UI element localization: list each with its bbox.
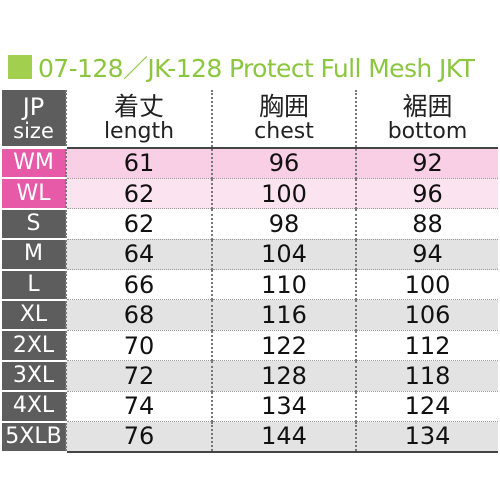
table-row: L 66 110 100: [2, 269, 498, 301]
bottom-cell: 124: [355, 391, 498, 423]
bottom-cell: 96: [355, 178, 498, 210]
header-bottom: 裾囲 bottom: [355, 90, 498, 149]
bottom-cell: 106: [355, 299, 498, 331]
table-row: WM 61 96 92: [2, 147, 498, 180]
title-square-marker: [8, 55, 32, 79]
size-label: 4XL: [2, 391, 66, 423]
bottom-cell: 88: [355, 208, 498, 240]
length-cell: 68: [65, 299, 212, 331]
length-cell: 76: [65, 421, 212, 453]
table-row: M 64 104 94: [2, 239, 498, 271]
chest-cell: 104: [211, 239, 356, 271]
header-row: JP size 着丈 length 胸囲 chest 裾囲 bottom: [2, 90, 498, 149]
length-cell: 72: [65, 360, 212, 392]
chest-cell: 96: [211, 147, 356, 179]
chest-cell: 100: [211, 178, 356, 210]
chest-cell: 144: [211, 421, 356, 453]
length-cell: 70: [65, 330, 212, 362]
size-label: S: [2, 208, 66, 241]
table-row: WL 62 100 96: [2, 178, 498, 210]
size-label: 2XL: [2, 330, 66, 362]
table-row: 4XL 74 134 124: [2, 391, 498, 423]
chest-cell: 122: [211, 330, 356, 362]
length-cell: 62: [65, 178, 212, 210]
bottom-cell: 118: [355, 360, 498, 392]
length-cell: 66: [65, 269, 212, 301]
chest-cell: 116: [211, 299, 356, 331]
size-label: WM: [2, 147, 66, 180]
length-cell: 61: [65, 147, 212, 179]
header-length: 着丈 length: [65, 90, 212, 149]
chest-cell: 98: [211, 208, 356, 240]
chest-cell: 128: [211, 360, 356, 392]
size-label: XL: [2, 299, 66, 332]
table-row: 3XL 72 128 118: [2, 360, 498, 393]
size-label: L: [2, 269, 66, 301]
header-chest: 胸囲 chest: [211, 90, 356, 149]
header-size-jp: JP: [22, 92, 45, 121]
chest-cell: 134: [211, 391, 356, 423]
header-size: JP size: [2, 90, 66, 149]
header-bottom-en: bottom: [387, 118, 468, 144]
size-chart-title: 07-128／JK-128 Protect Full Mesh JKT: [8, 50, 475, 84]
header-length-en: length: [103, 118, 175, 144]
length-cell: 62: [65, 208, 212, 240]
header-chest-jp: 胸囲: [258, 91, 309, 121]
size-label: M: [2, 239, 66, 271]
bottom-cell: 94: [355, 239, 498, 271]
header-size-en: size: [13, 118, 54, 143]
bottom-cell: 100: [355, 269, 498, 301]
bottom-cell: 112: [355, 330, 498, 362]
header-bottom-jp: 裾囲: [402, 91, 453, 121]
size-label: WL: [2, 178, 66, 210]
size-label: 3XL: [2, 360, 66, 393]
table-row: 5XLB 76 144 134: [2, 421, 498, 453]
size-chart-table: JP size 着丈 length 胸囲 chest 裾囲 bottom WM …: [2, 90, 498, 453]
bottom-cell: 92: [355, 147, 498, 179]
length-cell: 64: [65, 239, 212, 271]
length-cell: 74: [65, 391, 212, 423]
table-row: S 62 98 88: [2, 208, 498, 241]
table-row: 2XL 70 122 112: [2, 330, 498, 362]
header-chest-en: chest: [254, 118, 314, 144]
bottom-cell: 134: [355, 421, 498, 453]
header-length-jp: 着丈: [113, 91, 164, 121]
size-label: 5XLB: [2, 421, 66, 453]
title-text: 07-128／JK-128 Protect Full Mesh JKT: [38, 54, 475, 83]
table-row: XL 68 116 106: [2, 299, 498, 332]
chest-cell: 110: [211, 269, 356, 301]
